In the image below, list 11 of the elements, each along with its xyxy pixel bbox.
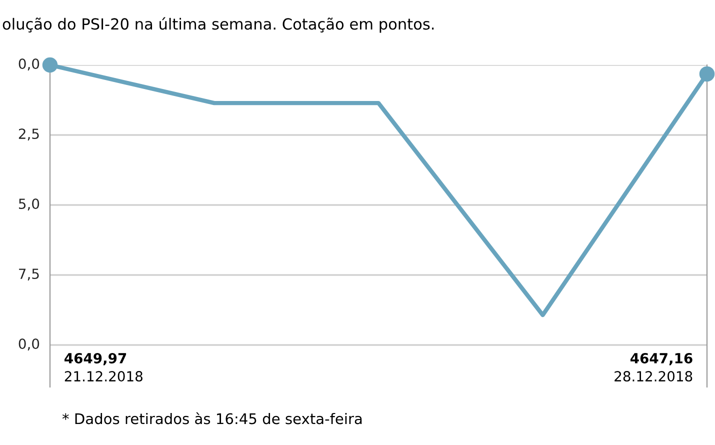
text: 28.12.2018 — [614, 371, 692, 382]
text: 7,5 — [19, 268, 39, 280]
text: 0,0 — [18, 338, 40, 350]
text: 4647,16 — [630, 352, 692, 366]
text: 4649,97 — [64, 352, 126, 366]
chart-title: olução do PSI-20 na última semana. Cotação em pontos. — [2, 17, 434, 33]
text: * Dados retirados às 16:45 de sexta-feira — [62, 412, 362, 424]
text: 0,0 — [18, 58, 40, 70]
text: 2,5 — [18, 128, 39, 140]
text: 21.12.2018 — [64, 371, 142, 382]
text: 5,0 — [18, 198, 40, 210]
